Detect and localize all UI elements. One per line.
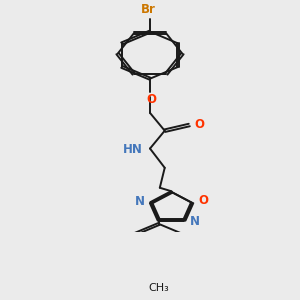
Text: N: N [135,195,145,208]
Text: N: N [190,214,200,228]
Text: Br: Br [141,3,155,16]
Text: CH₃: CH₃ [148,283,169,293]
Text: O: O [146,93,156,106]
Text: O: O [194,118,204,131]
Text: O: O [198,194,208,207]
Text: HN: HN [123,143,143,156]
